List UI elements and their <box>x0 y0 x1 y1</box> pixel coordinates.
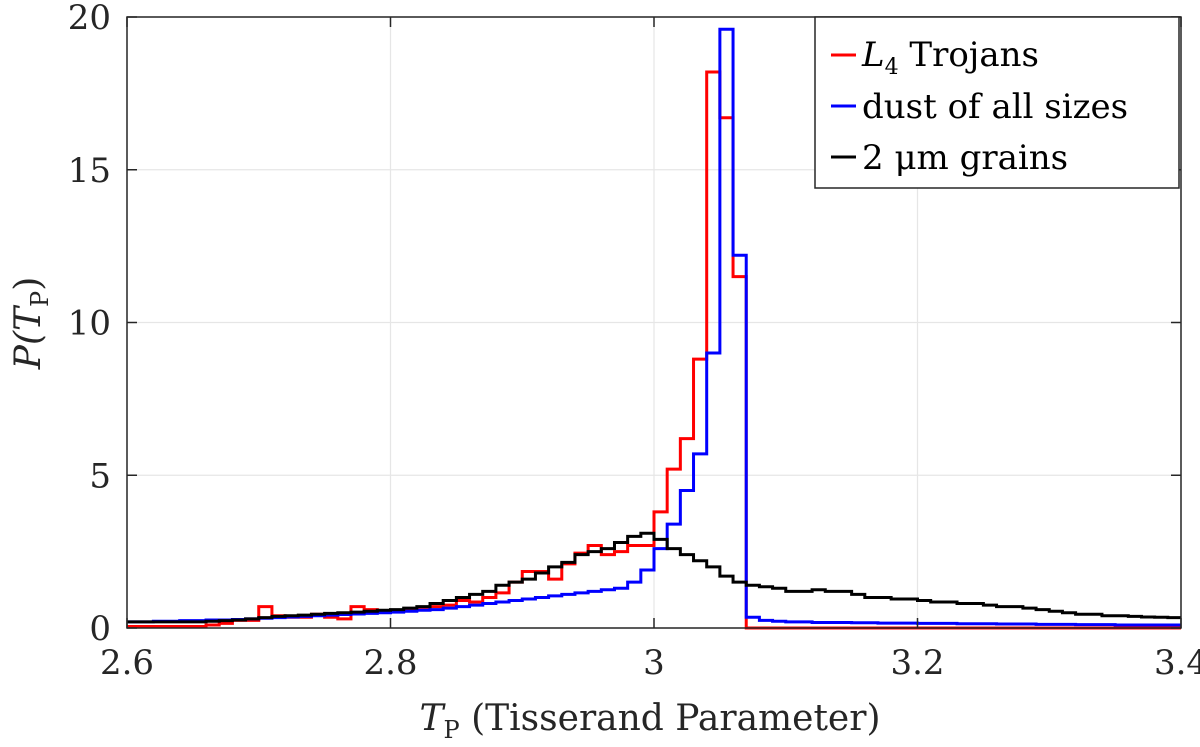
y-tick-label: 0 <box>89 609 111 649</box>
y-tick-label: 20 <box>68 0 111 38</box>
legend-label-2um: 2 μm grains <box>862 138 1068 178</box>
legend: L4 Trojans dust of all sizes 2 μm grains <box>814 16 1180 189</box>
tick-labels: 2.6 2.8 3 3.2 3.4 0 5 10 15 20 <box>68 0 1200 683</box>
series-2um-grains <box>127 531 1181 624</box>
legend-box <box>814 16 1180 189</box>
y-tick-label: 5 <box>89 456 111 496</box>
x-tick-label: 2.6 <box>100 643 154 683</box>
x-tick-label: 3.2 <box>890 643 944 683</box>
y-tick-label: 10 <box>68 304 111 344</box>
y-axis-label: P(TP) <box>8 277 54 371</box>
legend-label-dust: dust of all sizes <box>862 87 1128 127</box>
x-tick-label: 3.4 <box>1154 643 1200 683</box>
x-tick-label: 3 <box>643 643 665 683</box>
x-axis-label: TP (Tisserand Parameter) <box>420 698 881 744</box>
legend-label-l4-trojans: L4 Trojans <box>861 35 1039 80</box>
y-tick-label: 15 <box>68 151 111 191</box>
x-tick-label: 2.8 <box>363 643 417 683</box>
